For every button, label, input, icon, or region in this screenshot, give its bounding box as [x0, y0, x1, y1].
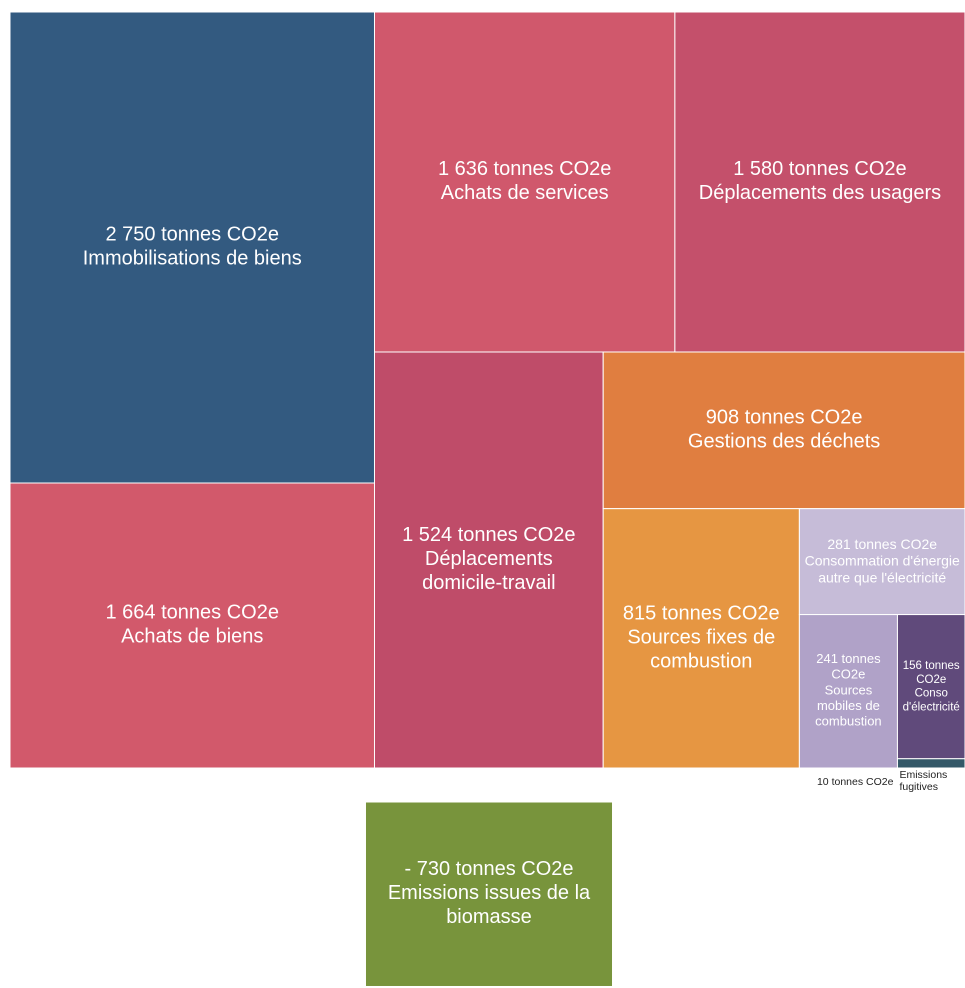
value-label: - 730 tonnes CO2e [405, 859, 574, 881]
tile [373, 351, 604, 769]
tile [798, 614, 898, 769]
category-label: Emissions issues de la biomasse [388, 883, 591, 929]
tile [602, 508, 800, 769]
value-label: 10 tonnes CO2e [817, 776, 894, 788]
value-label: 1 664 tonnes CO2e [106, 602, 279, 624]
category-label: Sources mobiles de combustion [815, 683, 881, 729]
value-label: 281 tonnes CO2e [827, 536, 937, 552]
category-label: Déplacements domicile-travail [422, 548, 555, 594]
tile [364, 801, 614, 987]
value-label: 241 tonnes CO2e [816, 652, 881, 683]
value-label: 815 tonnes CO2e [623, 603, 780, 625]
tile [896, 614, 965, 760]
category-label: Sources fixes de combustion [627, 627, 775, 673]
category-label: Immobilisations de biens [83, 248, 302, 270]
tile [9, 11, 375, 484]
tile [674, 11, 965, 353]
category-label: Gestions des déchets [688, 431, 880, 453]
category-label: Emissions fugitives [899, 769, 947, 793]
tile [373, 11, 676, 353]
value-label: 908 tonnes CO2e [706, 407, 863, 429]
value-label: 156 tonnes CO2e [903, 660, 960, 686]
value-label: 2 750 tonnes CO2e [106, 224, 279, 246]
category-label: Achats de biens [121, 626, 263, 648]
tile [798, 508, 965, 616]
value-label: 1 636 tonnes CO2e [438, 158, 611, 180]
value-label: 1 524 tonnes CO2e [402, 524, 575, 546]
tile [9, 482, 375, 769]
value-label: 1 580 tonnes CO2e [733, 158, 906, 180]
category-label: Consommation d'énergie autre que l'électr… [805, 552, 960, 585]
category-label: Conso d'électricité [903, 688, 960, 714]
tile [896, 758, 965, 769]
tile [602, 351, 965, 510]
category-label: Déplacements des usagers [699, 182, 941, 204]
category-label: Achats de services [441, 182, 609, 204]
